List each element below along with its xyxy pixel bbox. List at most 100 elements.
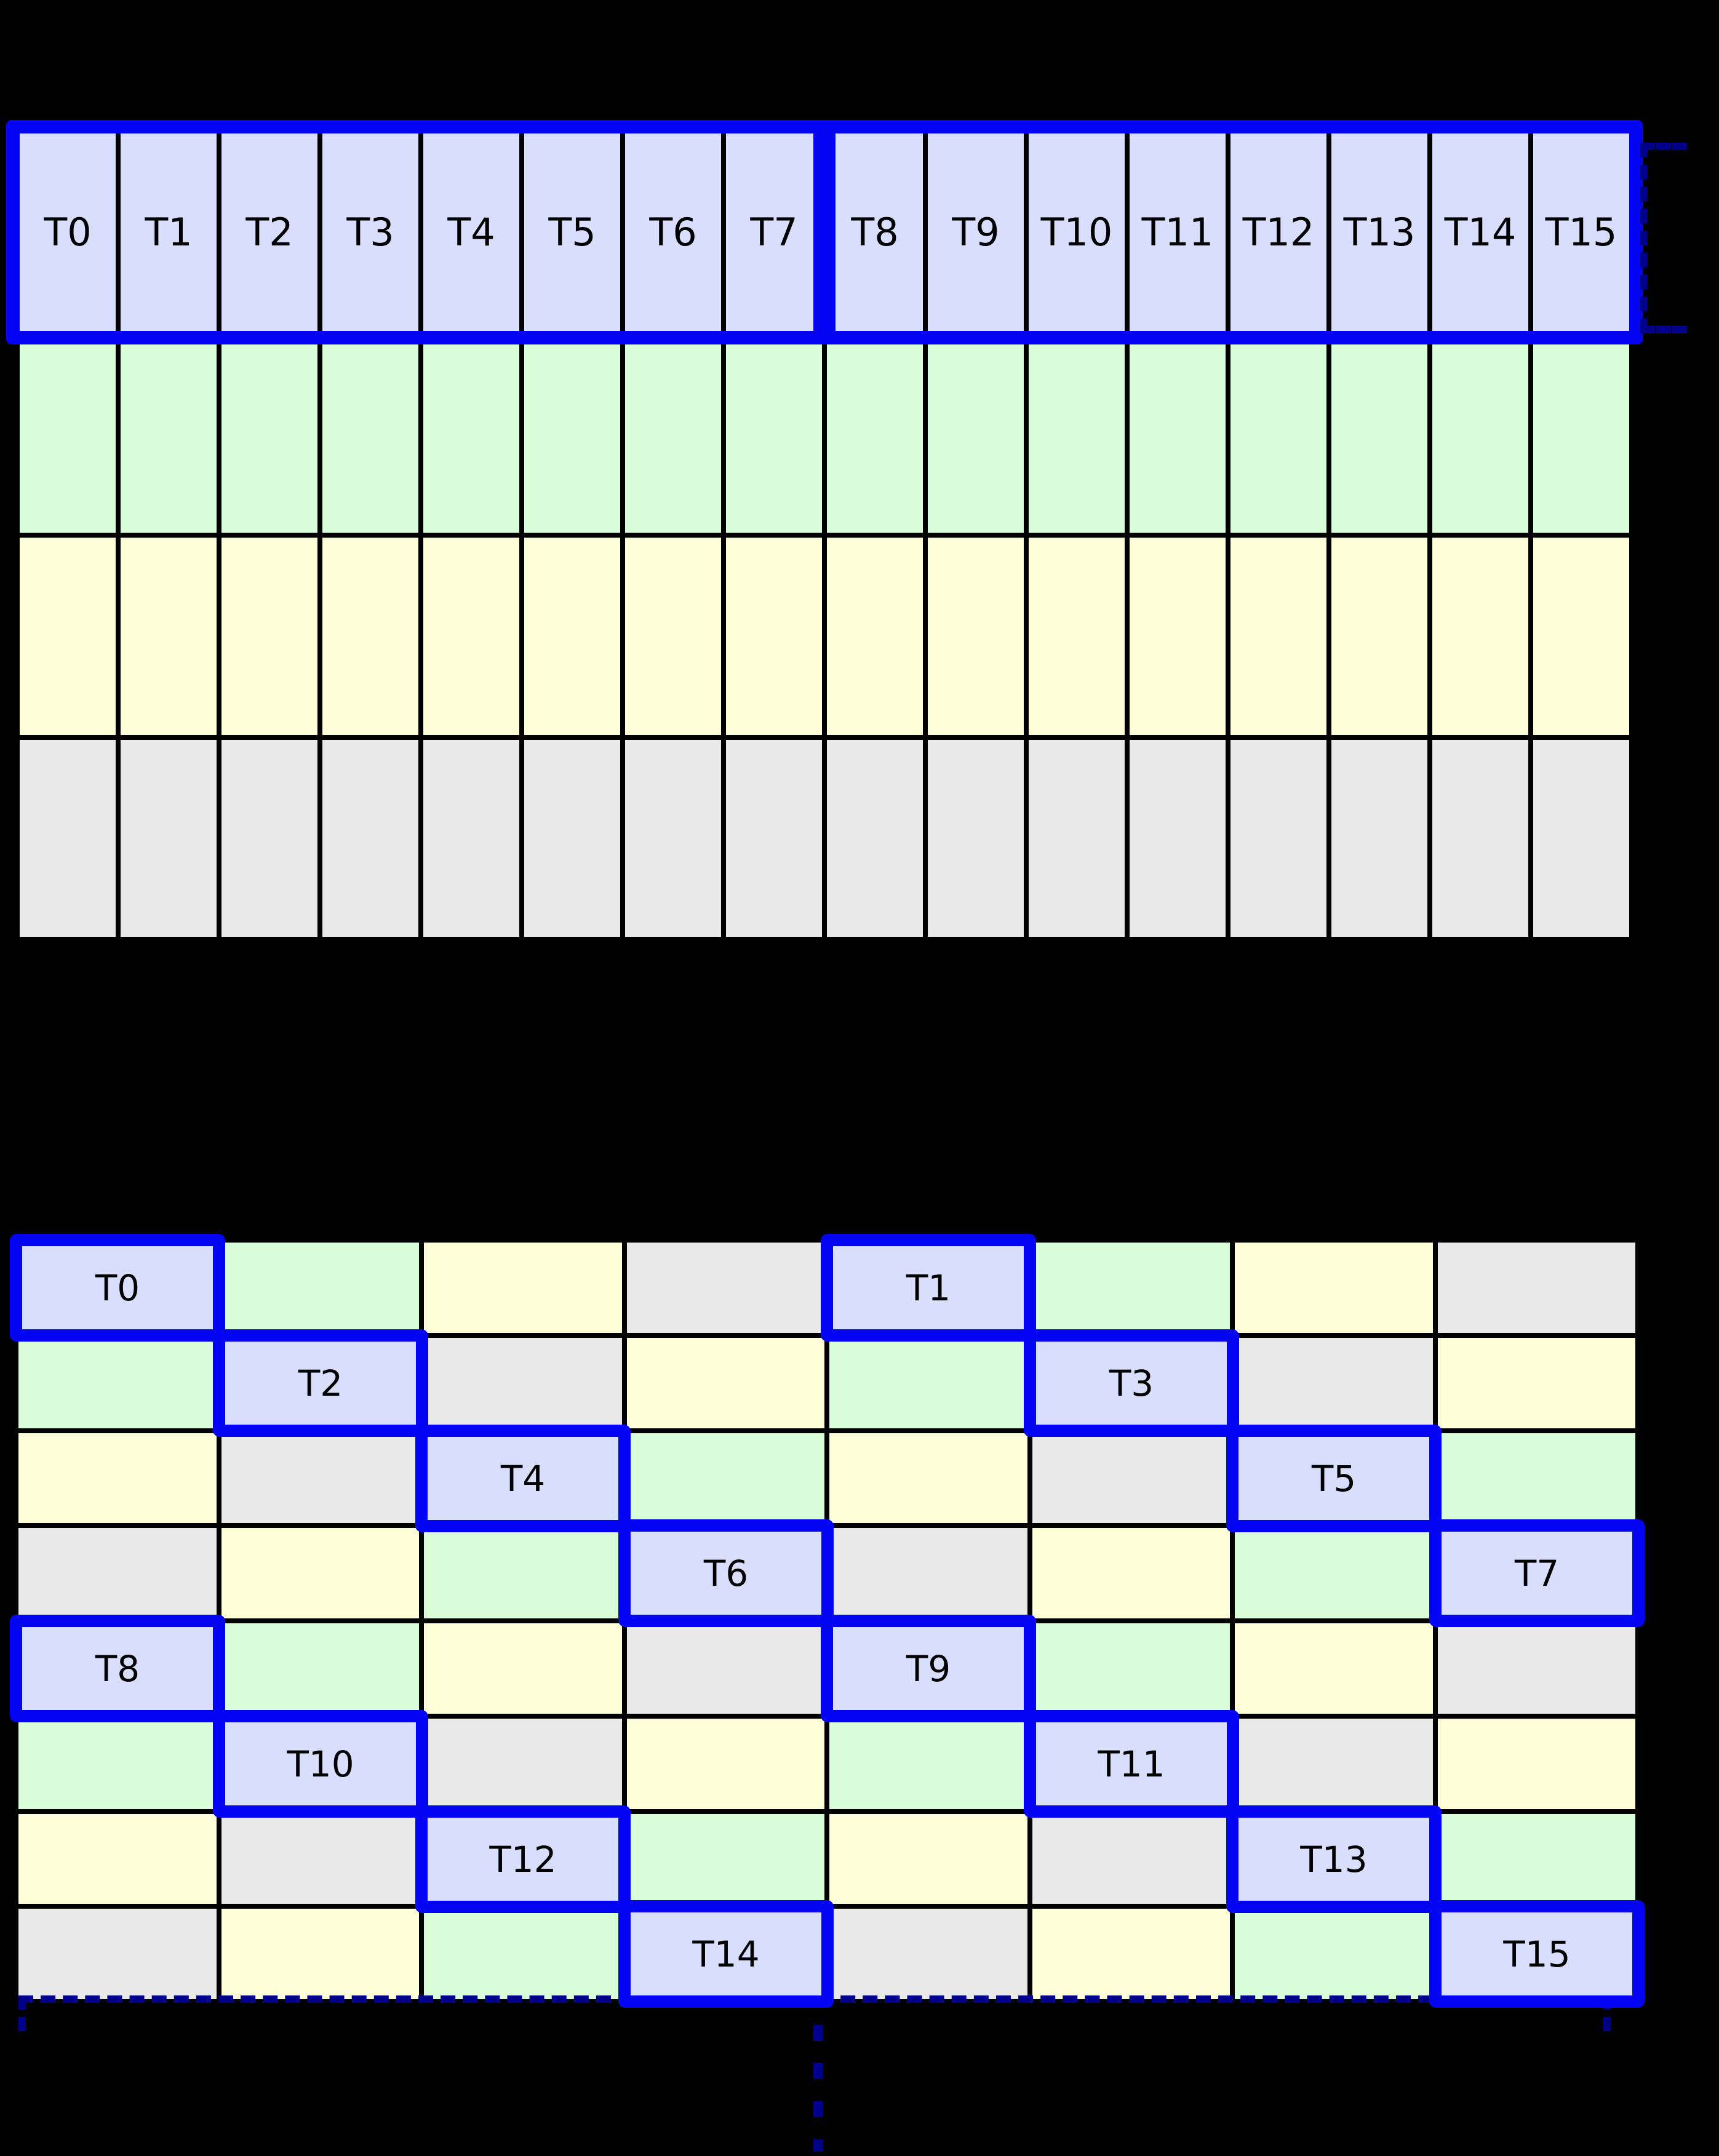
- top-body-cell: [827, 538, 923, 735]
- top-body-cell: [1029, 739, 1125, 937]
- bottom-grid-cell: [829, 1718, 1027, 1809]
- bottom-grid-cell: [829, 1813, 1027, 1904]
- top-header-cell: T0: [20, 133, 116, 331]
- thread-box-label: T8: [95, 1647, 140, 1690]
- top-body-cell: [928, 335, 1024, 533]
- bottom-grid-cell: [221, 1813, 419, 1904]
- top-header-cell: T10: [1029, 133, 1125, 331]
- bottom-grid-cell: [424, 1528, 622, 1618]
- bottom-grid-cell: [424, 1243, 622, 1333]
- bottom-grid-cell: [424, 1623, 622, 1714]
- bottom-grid-cell: [1032, 1623, 1230, 1714]
- top-body-cell: [1331, 739, 1427, 937]
- bottom-grid-cell: [18, 1528, 217, 1618]
- bottom-grid-cell: [18, 1813, 217, 1904]
- bottom-grid-cell: [1032, 1528, 1230, 1618]
- top-body-cell: [1230, 538, 1326, 735]
- thread-box-label: T14: [692, 1933, 760, 1975]
- warp-row-bracket: [1640, 143, 1687, 333]
- top-body-cell: [726, 739, 822, 937]
- top-body-cell: [121, 739, 217, 937]
- thread-box-label: T3: [1109, 1362, 1154, 1404]
- bottom-grid-cell: [1235, 1909, 1433, 1999]
- top-body-cell: [423, 739, 519, 937]
- bottom-grid-cell: [829, 1433, 1027, 1524]
- top-body-cell: [221, 335, 317, 533]
- top-body-cell: [322, 538, 418, 735]
- bottom-grid-cell: [829, 1909, 1027, 1999]
- thread-box-label: T2: [298, 1362, 343, 1404]
- top-body-cell: [1029, 538, 1125, 735]
- top-body-cell: [20, 335, 116, 533]
- bottom-grid-cell: [626, 1718, 824, 1809]
- top-body-cell: [1432, 335, 1528, 533]
- top-body-cell: [928, 538, 1024, 735]
- thread-box: T11: [1024, 1710, 1239, 1818]
- thread-box: T14: [618, 1900, 834, 2008]
- bottom-grid-cell: [424, 1337, 622, 1428]
- top-body-cell: [827, 739, 923, 937]
- continuation-dots: [813, 2025, 823, 2152]
- top-header-cell: T14: [1432, 133, 1528, 331]
- top-header-cell: T8: [827, 133, 923, 331]
- bottom-grid-cell: [18, 1909, 217, 1999]
- bottom-grid-cell: [221, 1243, 419, 1333]
- top-body-cell: [1331, 335, 1427, 533]
- thread-box: T8: [10, 1615, 225, 1722]
- thread-box-label: T4: [500, 1457, 546, 1500]
- top-header-cell: T11: [1130, 133, 1226, 331]
- bottom-grid-cell: [221, 1433, 419, 1524]
- bottom-grid-cell: [18, 1433, 217, 1524]
- top-header-cell: T4: [423, 133, 519, 331]
- bottom-grid-cell: [1437, 1243, 1635, 1333]
- top-header-cell: T3: [322, 133, 418, 331]
- bottom-grid-cell: [626, 1623, 824, 1714]
- top-header-cell: T2: [221, 133, 317, 331]
- bottom-grid-cell: [1235, 1528, 1433, 1618]
- bottom-grid-cell: [1235, 1337, 1433, 1428]
- top-body-cell: [1130, 335, 1226, 533]
- top-header-cell: T15: [1533, 133, 1629, 331]
- bottom-grid-cell: [1437, 1433, 1635, 1524]
- top-body-cell: [1331, 538, 1427, 735]
- top-header-cell: T7: [726, 133, 822, 331]
- bottom-grid-cell: [626, 1433, 824, 1524]
- top-body-cell: [1533, 335, 1629, 533]
- top-body-cell: [625, 739, 721, 937]
- bottom-grid-cell: [221, 1909, 419, 1999]
- thread-box-label: T12: [489, 1838, 557, 1880]
- thread-box-label: T0: [95, 1267, 140, 1309]
- thread-box: T7: [1429, 1519, 1645, 1627]
- bottom-grid-cell: [1437, 1813, 1635, 1904]
- thread-box: T6: [618, 1519, 834, 1627]
- bottom-grid-cell: [1032, 1433, 1230, 1524]
- top-body-cell: [322, 335, 418, 533]
- top-body-cell: [726, 335, 822, 533]
- thread-box: T5: [1226, 1425, 1442, 1532]
- top-body-cell: [524, 538, 620, 735]
- top-body-cell: [1130, 739, 1226, 937]
- bottom-grid-cell: [221, 1623, 419, 1714]
- top-body-cell: [423, 538, 519, 735]
- bottom-grid-cell: [424, 1909, 622, 1999]
- thread-box: T3: [1024, 1329, 1239, 1437]
- top-body-cell: [524, 739, 620, 937]
- bottom-grid-cell: [1032, 1813, 1230, 1904]
- top-body-cell: [121, 335, 217, 533]
- top-body-cell: [625, 538, 721, 735]
- top-header-cell: T12: [1230, 133, 1326, 331]
- thread-box-label: T13: [1300, 1838, 1368, 1880]
- thread-box-label: T6: [703, 1552, 749, 1594]
- thread-box-label: T1: [906, 1267, 951, 1309]
- top-header-cell: T13: [1331, 133, 1427, 331]
- top-header-cell: T6: [625, 133, 721, 331]
- thread-box: T9: [821, 1615, 1036, 1722]
- bottom-grid-cell: [1235, 1243, 1433, 1333]
- thread-box: T15: [1429, 1900, 1645, 2008]
- top-body-cell: [1432, 739, 1528, 937]
- top-body-cell: [726, 538, 822, 735]
- top-body-cell: [20, 538, 116, 735]
- thread-box: T10: [213, 1710, 428, 1818]
- top-body-cell: [20, 739, 116, 937]
- top-body-cell: [221, 538, 317, 735]
